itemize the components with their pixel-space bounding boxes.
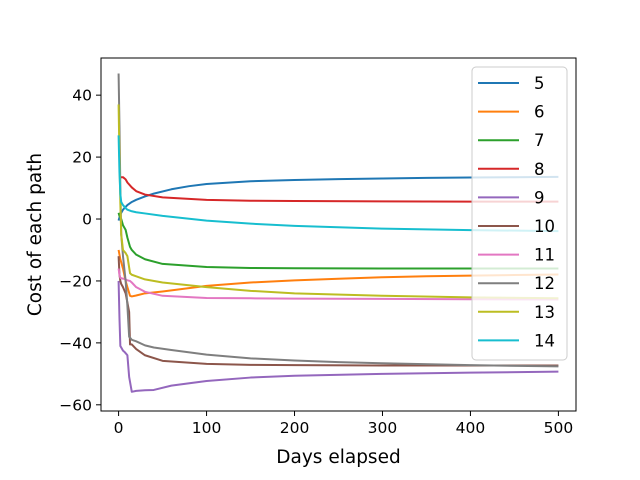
legend-label-6: 6 [534, 103, 545, 122]
series-line-9 [117, 280, 559, 393]
series-line-11 [117, 268, 559, 301]
y-tick-label: −20 [59, 272, 92, 290]
x-tick-label: 400 [456, 419, 486, 437]
series-line-14 [117, 135, 559, 233]
x-tick-label: 0 [114, 419, 124, 437]
x-axis-label: Days elapsed [276, 447, 400, 468]
legend: 5 6 7 8 9 10 11 12 13 14 [471, 66, 568, 361]
axis-ticks: 0 100 200 300 400 500 −60 −40 −20 0 20 40 [59, 87, 573, 437]
x-tick-label: 100 [192, 419, 222, 437]
y-tick-label: −40 [59, 334, 92, 352]
series-lines [117, 73, 559, 393]
legend-label-12: 12 [534, 274, 555, 293]
legend-label-14: 14 [534, 331, 555, 350]
series-line-5 [117, 175, 559, 221]
series-line-10 [117, 256, 559, 367]
y-axis-label: Cost of each path [25, 153, 46, 316]
plot-frame [100, 57, 577, 412]
x-tick-label: 200 [280, 419, 310, 437]
y-tick-label: 20 [72, 149, 92, 167]
y-tick-label: 0 [82, 211, 92, 229]
legend-label-13: 13 [534, 303, 555, 322]
series-line-8 [120, 176, 559, 203]
legend-label-11: 11 [534, 246, 555, 265]
y-tick-label: −60 [59, 396, 92, 414]
legend-label-5: 5 [534, 74, 545, 93]
series-line-13 [117, 104, 559, 300]
legend-label-8: 8 [534, 160, 545, 179]
y-tick-label: 40 [72, 87, 92, 105]
legend-label-10: 10 [534, 217, 555, 236]
x-tick-label: 300 [368, 419, 398, 437]
legend-label-9: 9 [534, 188, 545, 207]
legend-label-7: 7 [534, 131, 545, 150]
series-line-7 [117, 212, 559, 270]
x-tick-label: 500 [544, 419, 574, 437]
